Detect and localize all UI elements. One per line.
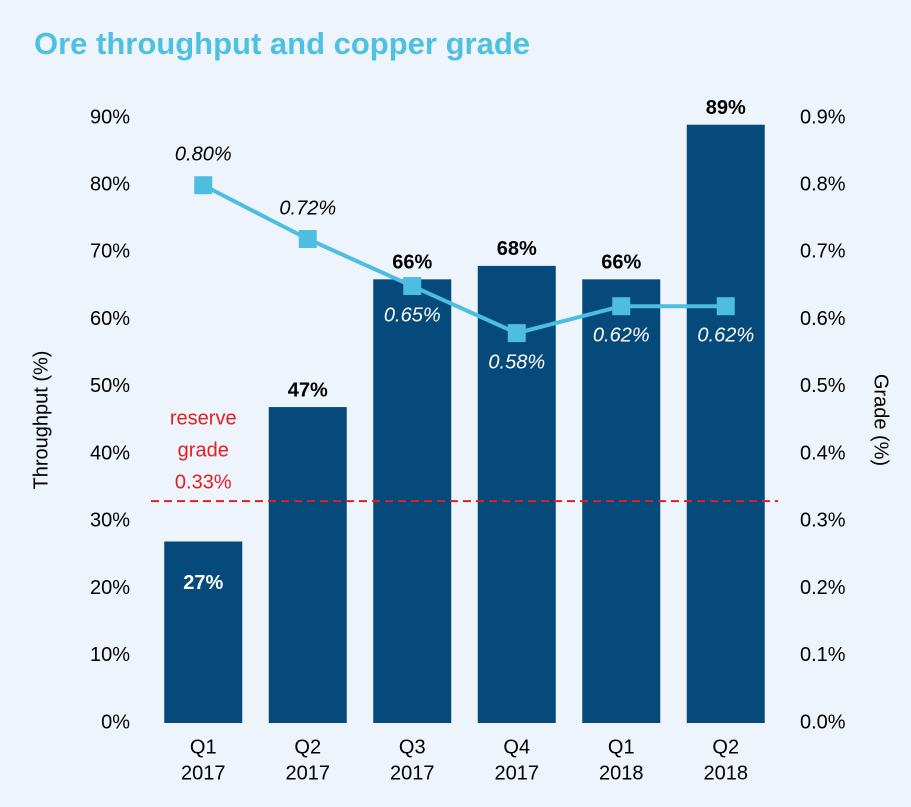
y2-axis-title: Grade (%) (870, 374, 892, 466)
y-tick-label: 10% (90, 644, 130, 666)
x-tick-label: 2018 (599, 762, 644, 784)
x-tick-label: 2017 (390, 762, 435, 784)
x-tick-label: 2017 (495, 762, 540, 784)
chart-title: Ore throughput and copper grade (34, 26, 530, 61)
grade-marker (194, 176, 213, 195)
y-tick-label: 70% (90, 241, 130, 263)
grade-line (202, 183, 726, 336)
y2-tick-label: 0.8% (800, 174, 846, 196)
grade-value-label: 0.62% (593, 325, 650, 347)
bar-value-label: 66% (601, 252, 641, 274)
y-tick-label: 40% (90, 442, 130, 464)
y2-tick-label: 0.9% (800, 106, 846, 128)
y-tick-label: 80% (90, 174, 130, 196)
reference-label: grade (178, 439, 229, 461)
grade-value-label: 0.80% (175, 144, 232, 166)
x-tick-label: Q2 (712, 736, 739, 758)
x-tick-label: Q3 (399, 736, 426, 758)
grade-value-label: 0.58% (488, 351, 545, 373)
y-axis-title: Throughput (%) (30, 351, 52, 490)
bar-value-label: 68% (497, 238, 537, 260)
grade-value-label: 0.65% (384, 304, 441, 326)
x-tick-label: 2018 (704, 762, 749, 784)
x-tick-label: Q1 (608, 736, 635, 758)
y-tick-label: 50% (90, 375, 130, 397)
bar (164, 541, 243, 723)
y-tick-label: 90% (90, 106, 130, 128)
reference-label: reserve (170, 407, 237, 429)
bar-value-label: 27% (183, 572, 223, 594)
bar (268, 407, 347, 723)
x-tick-label: 2017 (181, 762, 226, 784)
y-tick-label: 0% (101, 711, 130, 733)
y2-tick-label: 0.6% (800, 308, 846, 330)
grade-value-label: 0.72% (279, 197, 336, 219)
y2-tick-label: 0.1% (800, 644, 846, 666)
y-tick-label: 60% (90, 308, 130, 330)
y2-tick-label: 0.4% (800, 442, 846, 464)
y2-tick-label: 0.2% (800, 577, 846, 599)
grade-marker (716, 297, 735, 316)
bar (686, 124, 765, 723)
grade-marker (612, 297, 631, 316)
bar-value-label: 89% (706, 97, 746, 119)
x-tick-label: Q1 (190, 736, 217, 758)
y2-tick-label: 0.0% (800, 711, 846, 733)
reference-label: 0.33% (175, 471, 232, 493)
grade-marker (507, 324, 526, 343)
y-tick-label: 20% (90, 577, 130, 599)
bar-value-label: 66% (392, 252, 432, 274)
grade-value-label: 0.62% (697, 325, 754, 347)
x-tick-label: Q2 (294, 736, 321, 758)
y2-tick-label: 0.7% (800, 241, 846, 263)
bar-value-label: 47% (288, 379, 328, 401)
y2-tick-label: 0.3% (800, 510, 846, 532)
grade-marker (298, 230, 317, 248)
grade-marker (403, 277, 422, 296)
y2-tick-label: 0.5% (800, 375, 846, 397)
x-tick-label: Q4 (503, 736, 530, 758)
x-tick-label: 2017 (286, 762, 331, 784)
y-tick-label: 30% (90, 510, 130, 532)
